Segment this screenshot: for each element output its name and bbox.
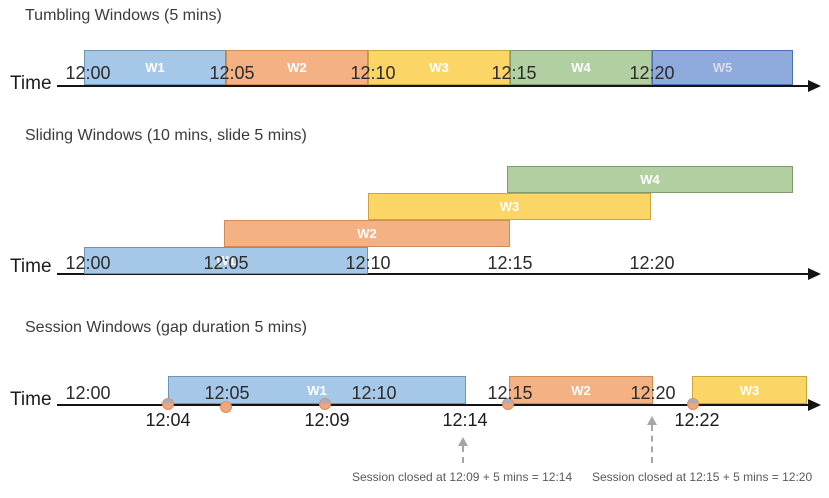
tumbling-window-w3-label: W3: [429, 60, 449, 75]
session-timeline: [57, 404, 810, 406]
sliding-tick-1210: 12:10: [345, 253, 391, 273]
session-tick-1215: 12:15: [487, 383, 533, 403]
tumbling-tick-1200: 12:00: [65, 63, 111, 83]
dashed-up-arrow-line: [651, 425, 653, 463]
sliding-window-w1: W1: [84, 247, 368, 274]
tumbling-title: Tumbling Windows (5 mins): [25, 7, 222, 24]
sliding-tick-1220: 12:20: [629, 253, 675, 273]
tumbling-window-w2-label: W2: [287, 60, 307, 75]
tumbling-timeline-arrow-icon: [808, 80, 821, 92]
sliding-tick-1200: 12:00: [65, 253, 111, 273]
event-dot-1204: [162, 398, 174, 410]
session-timeline-arrow-icon: [808, 399, 821, 411]
sliding-title: Sliding Windows (10 mins, slide 5 mins): [25, 127, 307, 144]
sliding-window-w3: W3: [368, 193, 651, 220]
sliding-timeline: [57, 273, 810, 275]
tumbling-tick-1220: 12:20: [629, 63, 675, 83]
sliding-tick-1205: 12:05: [203, 253, 249, 273]
session-window-w1-label: W1: [307, 382, 327, 398]
session-tick-1210: 12:10: [351, 383, 397, 403]
session-title: Session Windows (gap duration 5 mins): [25, 319, 307, 336]
session-event-label-1204: 12:04: [145, 410, 191, 430]
sliding-window-w4: W4: [507, 166, 793, 193]
tumbling-tick-1205: 12:05: [209, 63, 255, 83]
sliding-window-w2-label: W2: [357, 226, 377, 241]
tumbling-timeline: [57, 85, 810, 87]
event-dot-1215: [502, 398, 514, 410]
tumbling-window-w2: W2: [226, 50, 368, 85]
session-annotation-1: Session closed at 12:09 + 5 mins = 12:14: [352, 470, 573, 484]
sliding-window-w2: W2: [224, 220, 510, 247]
event-dot-1222: [687, 398, 699, 410]
session-tick-1200: 12:00: [65, 383, 111, 403]
tumbling-window-w1: W1: [84, 50, 226, 85]
tumbling-tick-1210: 12:10: [350, 63, 396, 83]
session-window-w2: W2: [509, 376, 653, 404]
tumbling-window-w5-label: W5: [712, 60, 733, 75]
sliding-window-w1-label: W1: [216, 253, 236, 268]
session-window-w3: W3: [692, 376, 807, 404]
tumbling-window-w1-label: W1: [145, 60, 165, 75]
tumbling-window-w4-label: W4: [571, 60, 591, 75]
event-dot-1209: [319, 398, 331, 410]
dashed-up-arrow-icon: [458, 437, 468, 446]
session-window-w1: W1: [168, 376, 466, 404]
session-tick-1205: 12:05: [204, 383, 250, 403]
tumbling-tick-1215: 12:15: [491, 63, 537, 83]
session-annotation-2: Session closed at 12:15 + 5 mins = 12:20: [592, 470, 813, 484]
sliding-window-w3-label: W3: [499, 199, 520, 214]
session-event-label-1214: 12:14: [442, 410, 488, 430]
session-time-axis-label: Time: [10, 389, 52, 410]
sliding-tick-1215: 12:15: [487, 253, 533, 273]
session-window-w3-label: W3: [739, 382, 760, 398]
dashed-up-arrow-icon: [647, 416, 657, 425]
dashed-up-arrow-line: [462, 446, 464, 463]
tumbling-time-axis-label: Time: [10, 73, 52, 94]
event-dot-1206: [220, 401, 232, 413]
tumbling-window-w5: W5: [652, 50, 793, 85]
session-tick-1220: 12:20: [630, 383, 676, 403]
session-event-label-1209: 12:09: [304, 410, 350, 430]
sliding-time-axis-label: Time: [10, 256, 52, 277]
tumbling-window-w3: W3: [368, 50, 510, 85]
session-window-w2-label: W2: [571, 382, 591, 398]
sliding-window-w4-label: W4: [640, 172, 660, 187]
sliding-timeline-arrow-icon: [808, 268, 821, 280]
session-event-label-1222: 12:22: [674, 410, 720, 430]
tumbling-window-w4: W4: [510, 50, 652, 85]
